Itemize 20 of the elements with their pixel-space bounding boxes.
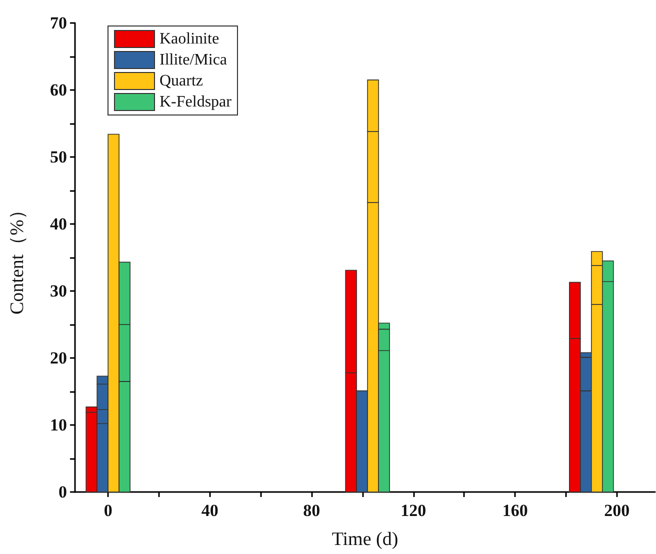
- y-tick-label: 40: [50, 214, 67, 234]
- x-tick-label: 160: [502, 501, 528, 520]
- x-tick-label: 40: [201, 501, 218, 520]
- x-tick-label: 120: [400, 501, 426, 520]
- x-axis-title: Time (d): [332, 529, 398, 550]
- y-tick-label: 70: [50, 14, 67, 32]
- y-tick-label: 30: [50, 282, 67, 300]
- legend-label: Quartz: [160, 72, 204, 90]
- legend-label: Kaolinite: [160, 30, 220, 48]
- legend-label: K-Feldspar: [160, 94, 232, 110]
- y-tick-label: 0: [58, 482, 67, 502]
- y-tick-label: 10: [50, 416, 67, 434]
- y-axis-title: Content（%）: [7, 200, 28, 314]
- x-tick-label: 80: [303, 501, 320, 520]
- y-tick-label: 50: [50, 148, 67, 166]
- x-tick-label: 200: [604, 501, 630, 520]
- legend-label: Illite/Mica: [160, 52, 228, 68]
- x-tick-label: 0: [104, 501, 112, 520]
- y-tick-label: 20: [50, 348, 67, 368]
- y-tick-label: 60: [50, 80, 67, 100]
